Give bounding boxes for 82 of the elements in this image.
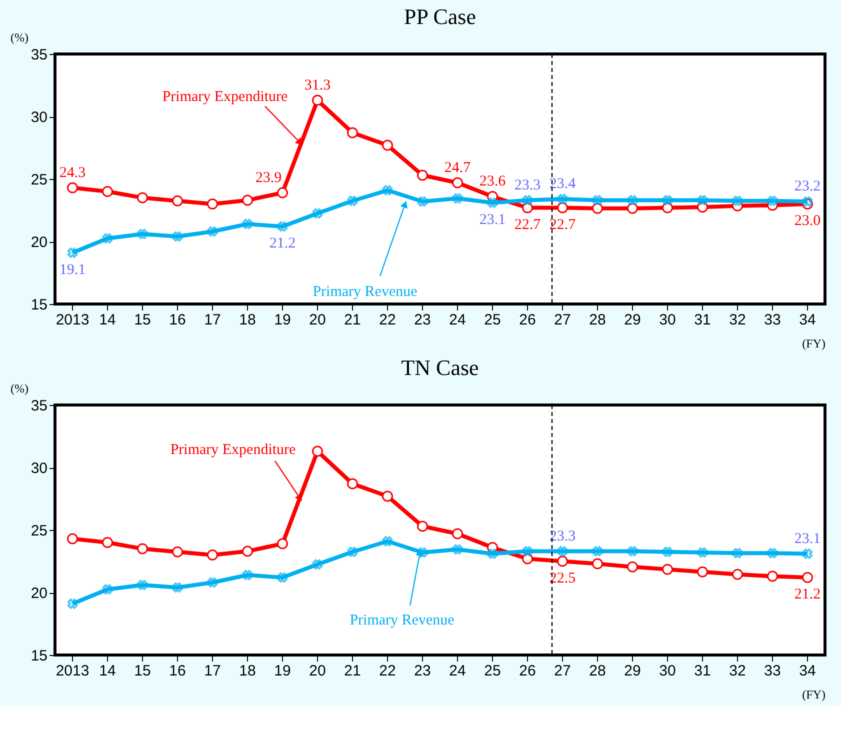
x-tick-label: 33 <box>764 312 781 328</box>
x-tick-label: 15 <box>134 662 151 680</box>
x-tick-label: 33 <box>764 662 781 680</box>
chart-title: TN Case <box>401 355 479 380</box>
data-label: 23.6 <box>479 174 506 190</box>
data-label: 24.7 <box>444 160 472 176</box>
data-label: 31.3 <box>304 77 331 94</box>
x-tick-label: 30 <box>659 312 676 328</box>
x-tick-label: 18 <box>239 662 256 680</box>
data-label: 23.4 <box>549 176 576 192</box>
data-label: 21.2 <box>269 236 296 252</box>
y-tick-label: 30 <box>30 460 48 477</box>
x-tick-label: 32 <box>729 662 746 680</box>
x-tick-label: 20 <box>309 662 326 680</box>
x-tick-label: 34 <box>799 662 816 680</box>
text: Primary Revenue <box>350 612 455 629</box>
y-tick-label: 35 <box>30 398 48 414</box>
x-tick-label: 31 <box>694 312 711 328</box>
x-tick-label: 16 <box>169 662 186 680</box>
x-tick-label: 2013 <box>56 662 90 680</box>
x-tick-label: 17 <box>204 312 221 328</box>
x-axis-title: (FY) <box>802 336 826 350</box>
data-label: 23.1 <box>794 530 821 547</box>
x-tick-label: 19 <box>274 662 291 680</box>
x-tick-label: 34 <box>799 312 816 328</box>
text: Primary Revenue <box>312 284 418 300</box>
x-tick-label: 16 <box>169 312 186 328</box>
data-label: 22.7 <box>549 216 576 233</box>
x-tick-label: 18 <box>239 312 256 328</box>
y-tick-label: 25 <box>30 522 48 540</box>
x-tick-label: 21 <box>344 312 361 328</box>
y-tick-label: 30 <box>30 109 48 126</box>
x-tick-label: 17 <box>204 662 221 680</box>
x-tick-label: 30 <box>659 662 676 680</box>
x-tick-label: 14 <box>99 312 116 328</box>
y-tick-label: 35 <box>30 46 48 64</box>
x-tick-label: 24 <box>449 662 466 680</box>
x-axis-title: (FY) <box>802 688 826 702</box>
x-tick-label: 27 <box>554 662 571 680</box>
x-tick-label: 26 <box>519 312 536 328</box>
x-tick-label: 22 <box>379 662 396 680</box>
data-label: 23.3 <box>514 177 541 194</box>
data-label: 23.1 <box>479 212 506 228</box>
x-tick-label: 25 <box>484 312 501 328</box>
x-tick-label: 23 <box>414 662 431 680</box>
x-tick-label: 31 <box>694 662 711 680</box>
x-tick-label: 19 <box>274 312 291 328</box>
x-tick-label: 22 <box>379 312 396 328</box>
x-tick-label: 21 <box>344 662 361 680</box>
x-tick-label: 32 <box>729 312 746 328</box>
y-axis-title: (%) <box>10 30 28 44</box>
x-tick-label: 24 <box>449 312 466 328</box>
x-tick-label: 25 <box>484 662 501 680</box>
x-tick-label: 27 <box>554 312 571 328</box>
data-label: 19.1 <box>59 262 86 278</box>
data-label: 22.5 <box>549 570 576 586</box>
x-tick-label: 15 <box>134 312 151 328</box>
x-tick-label: 29 <box>624 662 641 680</box>
series-label: Primary Expenditure <box>162 88 288 105</box>
x-tick-label: 23 <box>414 312 431 328</box>
data-label: 24.3 <box>59 164 86 181</box>
data-label: 23.3 <box>549 528 576 544</box>
data-label: 23.9 <box>255 170 282 186</box>
data-label: 23.0 <box>794 213 821 229</box>
x-tick-label: 26 <box>519 662 536 680</box>
data-label: 23.2 <box>794 178 821 194</box>
y-tick-label: 15 <box>30 648 48 664</box>
x-tick-label: 14 <box>99 662 116 680</box>
series-label: Primary Expenditure <box>170 442 296 458</box>
x-tick-label: 20 <box>309 312 326 328</box>
data-label: 22.7 <box>514 216 542 233</box>
y-tick-label: 15 <box>30 296 48 314</box>
x-tick-label: 28 <box>589 312 606 328</box>
y-tick-label: 20 <box>30 234 48 251</box>
x-tick-label: 28 <box>589 662 606 680</box>
chart-title: PP Case <box>404 4 476 29</box>
y-axis-title: (%) <box>10 382 28 396</box>
x-tick-label: 29 <box>624 312 641 328</box>
y-tick-label: 25 <box>30 172 48 188</box>
y-tick-label: 20 <box>30 585 48 602</box>
x-tick-label: 2013 <box>56 312 90 328</box>
data-label: 21.2 <box>794 586 821 602</box>
